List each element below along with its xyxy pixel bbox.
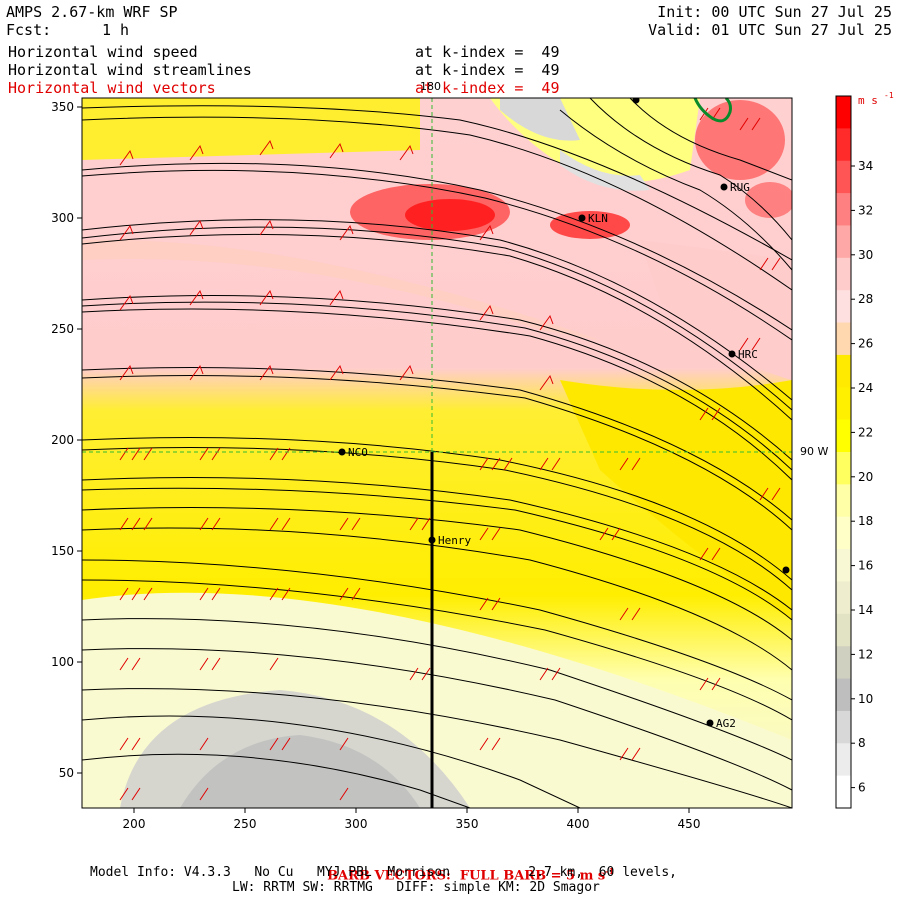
colorbar-cell	[836, 516, 851, 550]
colorbar-label: 22	[858, 425, 873, 439]
colorbar-cell	[836, 646, 851, 680]
colorbar-cell	[836, 354, 851, 388]
y-tick-label: 150	[51, 544, 74, 558]
field-name-vectors: Horizontal wind vectors	[8, 79, 216, 97]
colorbar-label: 28	[858, 292, 873, 306]
colorbar-label: 8	[858, 736, 866, 750]
forecast-value: 1 h	[102, 21, 130, 39]
x-tick-label: 400	[567, 817, 590, 831]
x-tick-label: 200	[123, 817, 146, 831]
barb-vectors-text: BARB VECTORS: FULL BARB = 5 m s	[327, 868, 606, 884]
streamlines	[82, 98, 792, 808]
meridian-label: 180	[420, 80, 441, 93]
colorbar-label: 34	[858, 159, 873, 173]
colorbar-cell	[836, 225, 851, 259]
coastline	[693, 98, 732, 123]
colorbar-cell	[836, 581, 851, 615]
colorbar-label: 14	[858, 603, 873, 617]
station-label: NCO	[348, 446, 368, 459]
colorbar-cell	[836, 775, 851, 809]
y-tick-label: 300	[51, 211, 74, 225]
init-time: Init: 00 UTC Sun 27 Jul 25	[657, 3, 892, 21]
y-tick-label: 350	[51, 100, 74, 114]
colorbar-label: 20	[858, 470, 873, 484]
model-info: Model Info: V4.3.3 No Cu MYJ PBL Morriso…	[90, 865, 677, 880]
colorbar-label: 6	[858, 781, 866, 795]
x-tick-label: 450	[678, 817, 701, 831]
axes	[77, 106, 690, 813]
valid-time: Valid: 01 UTC Sun 27 Jul 25	[648, 21, 892, 39]
colorbar-label: 18	[858, 514, 873, 528]
x-tick-label: 350	[456, 817, 479, 831]
colorbar-units: m s	[858, 94, 878, 107]
field-level-speed: at k-index = 49	[415, 43, 560, 61]
colorbar-cell	[836, 452, 851, 485]
barb-units-exponent: -1	[605, 866, 615, 876]
y-tick-label: 250	[51, 322, 74, 336]
plot-frame	[81, 97, 793, 809]
station-label: RUG	[730, 181, 750, 194]
y-tick-label: 50	[59, 766, 74, 780]
station-label: Henry	[438, 534, 471, 547]
station-label: KLN	[588, 212, 608, 225]
plot-title: AMPS 2.67-km WRF SP	[6, 3, 178, 21]
x-tick-label: 250	[234, 817, 257, 831]
colorbar-cell	[836, 613, 851, 647]
field-level-vectors: at k-index = 49	[415, 79, 560, 97]
colorbar-cell	[836, 710, 851, 744]
x-tick-label: 300	[345, 817, 368, 831]
colorbar: m s -1 34 32 30 28 26 24 22 20 18 16 14 12 10 8 6	[835, 91, 894, 809]
colorbar-cell	[836, 743, 851, 777]
colorbar-units-exponent: -1	[884, 91, 894, 100]
colorbar-cell	[836, 387, 851, 421]
wind-barbs	[119, 107, 781, 801]
colorbar-cell	[836, 549, 851, 582]
colorbar-cell	[836, 322, 851, 356]
colorbar-label: 32	[858, 203, 873, 217]
station-label: AG2	[716, 717, 736, 730]
y-tick-label: 100	[51, 655, 74, 669]
colorbar-cell	[836, 678, 851, 712]
colorbar-label: 30	[858, 248, 873, 262]
colorbar-cell	[836, 257, 851, 291]
field-level-streamlines: at k-index = 49	[415, 61, 560, 79]
colorbar-cell	[836, 290, 851, 324]
colorbar-cell	[836, 160, 851, 194]
colorbar-label: 26	[858, 337, 873, 351]
colorbar-cell	[836, 96, 851, 129]
field-name-streamlines: Horizontal wind streamlines	[8, 61, 252, 79]
colorbar-cell	[836, 128, 851, 162]
y-tick-label: 200	[51, 433, 74, 447]
colorbar-label: 24	[858, 381, 873, 395]
forecast-label: Fcst:	[6, 21, 52, 39]
field-name-speed: Horizontal wind speed	[8, 43, 198, 61]
colorbar-cell	[836, 484, 851, 518]
colorbar-label: 12	[858, 647, 873, 661]
station-markers	[338, 98, 790, 727]
station-label: HRC	[738, 348, 758, 361]
colorbar-cell	[836, 419, 851, 453]
wind-speed-field	[82, 98, 792, 808]
barb-vectors-note: BARB VECTORS: FULL BARB = 5 m s-1	[318, 850, 614, 883]
parallel-label: 90 W	[800, 445, 828, 458]
colorbar-cell	[836, 193, 851, 226]
colorbar-label: 16	[858, 559, 873, 573]
colorbar-label: 10	[858, 692, 873, 706]
physics-info: LW: RRTM SW: RRTMG DIFF: simple KM: 2D S…	[232, 880, 600, 895]
